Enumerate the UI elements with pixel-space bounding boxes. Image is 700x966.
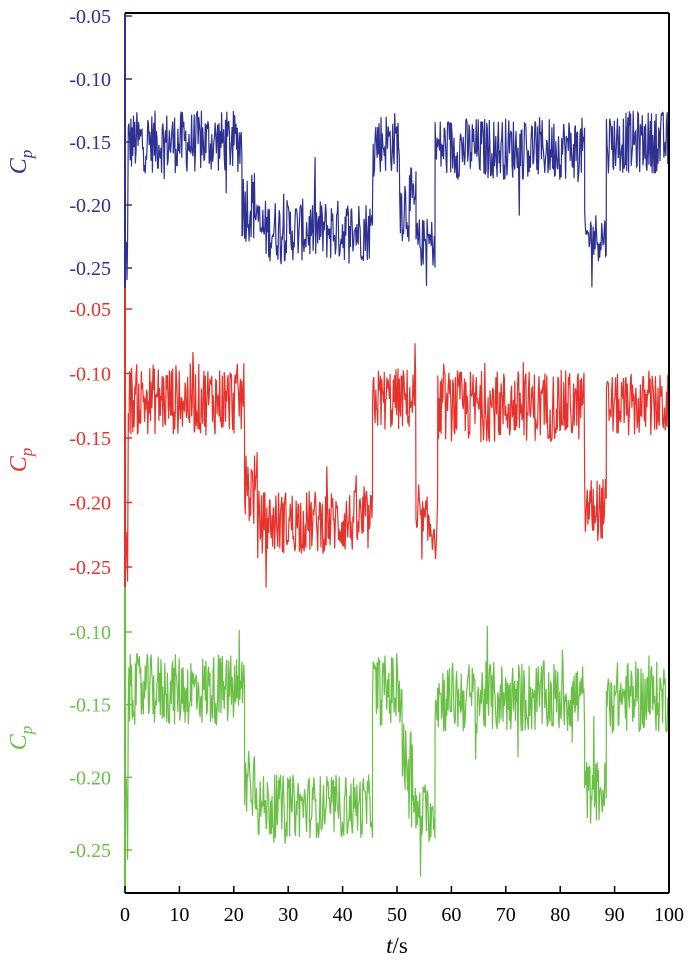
x-tick-label-0: 0 (120, 904, 130, 926)
x-axis-title-var: t (386, 933, 393, 958)
x-tick-label-3: 30 (278, 904, 298, 926)
y-tick-label-3-2: -0.20 (69, 767, 111, 789)
x-tick-label-8: 80 (550, 904, 570, 926)
y-tick-label-2-0: -0.05 (69, 299, 111, 321)
y-axis-title-main-1: C (6, 157, 32, 174)
x-tick-label-7: 70 (496, 904, 516, 926)
x-tick-label-9: 90 (605, 904, 625, 926)
y-tick-label-1-3: -0.20 (69, 195, 111, 217)
y-tick-label-1-0: -0.05 (69, 6, 111, 28)
series-layer (124, 110, 670, 877)
y-tick-label-3-0: -0.10 (69, 622, 111, 644)
x-tick-label-1: 10 (169, 904, 189, 926)
y-tick-label-2-4: -0.25 (69, 557, 111, 579)
y-axis-title-main-3: C (6, 733, 32, 750)
y-tick-label-2-1: -0.10 (69, 364, 111, 386)
x-axis-title-unit: /s (393, 933, 408, 958)
y-tick-label-3-3: -0.25 (69, 840, 111, 862)
x-axis-title: t/s (386, 933, 408, 958)
y-tick-label-2-3: -0.20 (69, 493, 111, 515)
series-line-2 (124, 343, 670, 588)
y-axis-title-sub-2: p (17, 448, 36, 458)
y-axis-title-sub-1: p (17, 150, 36, 160)
labels-layer: -0.05 -0.10 -0.15 -0.20 -0.25 Cp -0.05 -0.10 -0.… (6, 6, 684, 958)
y-tick-label-1-2: -0.15 (69, 132, 111, 154)
y-axis-title-1: Cp (6, 150, 36, 175)
y-axis-title-sub-3: p (17, 726, 36, 736)
series-line-1 (124, 110, 670, 288)
x-tick-label-6: 60 (441, 904, 461, 926)
y-tick-label-2-2: -0.15 (69, 428, 111, 450)
x-tick-label-2: 20 (224, 904, 244, 926)
x-tick-label-10: 100 (654, 904, 684, 926)
axes-layer (124, 12, 670, 894)
y-tick-label-1-1: -0.10 (69, 69, 111, 91)
y-axis-title-3: Cp (6, 726, 36, 751)
x-tick-label-4: 40 (333, 904, 353, 926)
y-tick-label-3-1: -0.15 (69, 695, 111, 717)
y-tick-label-1-4: -0.25 (69, 258, 111, 280)
y-axis-title-main-2: C (6, 455, 32, 472)
y-axis-title-2: Cp (6, 448, 36, 473)
x-tick-label-5: 50 (387, 904, 407, 926)
series-line-3 (124, 625, 670, 877)
